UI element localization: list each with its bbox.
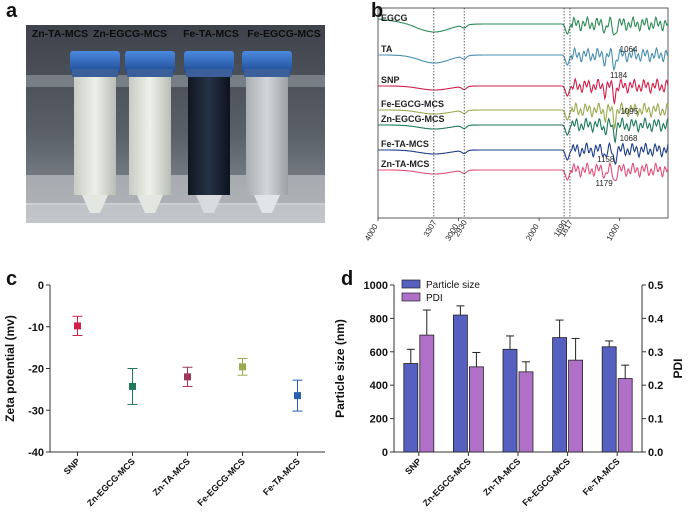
zeta-y-tick-label: -40 [28, 447, 44, 459]
ftir-trace-label: EGCG [381, 13, 408, 23]
ftir-trace-label: Fe-EGCG-MCS [381, 99, 444, 109]
ftir-trace-label: SNP [381, 75, 400, 85]
tube-label-zn-ta: Zn-TA-MCS [32, 28, 88, 40]
tube-label-fe-egcg: Fe-EGCG-MCS [247, 28, 321, 40]
bar-x-tick-label: SNP [403, 456, 423, 476]
bar-y-tick-label: 800 [370, 313, 388, 325]
legend-label: PDI [426, 293, 443, 304]
zeta-x-tick-label: Zn-TA-MCS [151, 456, 192, 497]
bar-particle-size [453, 314, 468, 453]
bar-y2-tick-label: 0.5 [648, 280, 663, 292]
ftir-trace-ta [378, 46, 669, 72]
legend-swatch [401, 292, 421, 302]
bar-x-tick-label: Zn-TA-MCS [481, 456, 522, 497]
bar-particle-size [601, 346, 617, 453]
zeta-point [129, 382, 136, 390]
zeta-x-tick-label: Fe-EGCG-MCS [195, 456, 247, 508]
panel-letter-a: a [6, 0, 18, 22]
tube-zn-ta [70, 51, 120, 213]
ftir-chart: EGCG TA SNP Fe-EGCG-MCS Zn-EGCG-MCS Fe-TA-MCS… [340, 0, 697, 258]
bar-y-tick-label: 200 [370, 414, 388, 426]
bar-particle-size [403, 363, 419, 453]
zeta-x-tick-label: Fe-TA-MCS [261, 456, 302, 497]
ftir-trace-fe-ta-mcs [378, 141, 669, 166]
particle-size-chart: 0 200 400 600 800 1000 0.0 0.1 0.2 0.3 0.4 0.5 Parti… [330, 265, 697, 515]
ftir-peak-label: 1184 [610, 71, 628, 80]
ftir-trace-label: Fe-TA-MCS [381, 139, 429, 149]
bar-y-tick-label: 0 [382, 447, 388, 459]
zeta-y-tick-label: 0 [38, 280, 44, 292]
panel-letter-b: b [371, 0, 384, 22]
ftir-x-tick-label: 1000 [605, 222, 622, 242]
bar-y2-tick-label: 0.2 [648, 380, 663, 392]
bar-pdi [518, 371, 534, 453]
bar-x-tick-label: Fe-TA-MCS [581, 456, 622, 497]
bar-y-label: Particle size (nm) [333, 319, 347, 418]
bar-y-tick-label: 1000 [364, 280, 388, 292]
ftir-peak-label: 1068 [620, 134, 638, 143]
tube-zn-egcg [125, 51, 175, 213]
zeta-y-label: Zeta potential (mv) [3, 315, 17, 422]
legend-label: Particle size [426, 280, 480, 291]
ftir-ref-label: 3307 [422, 218, 439, 238]
tube-label-zn-egcg: Zn-EGCG-MCS [93, 28, 167, 40]
bar-y2-tick-label: 0.4 [648, 313, 664, 325]
zeta-x-tick-label: SNP [62, 456, 82, 476]
ftir-trace-snp [378, 77, 669, 106]
zeta-point [294, 392, 301, 400]
bar-particle-size [502, 348, 518, 453]
bar-particle-size [552, 337, 568, 453]
tube-label-fe-ta: Fe-TA-MCS [183, 28, 239, 40]
ftir-trace-fe-egcg-mcs [378, 101, 669, 131]
bar-pdi [617, 378, 633, 453]
panel-letter-c: c [6, 268, 18, 290]
zeta-y-tick-label: -20 [28, 364, 44, 376]
zeta-point [74, 322, 81, 330]
bar-pdi [568, 359, 584, 453]
ftir-peak-label: 1179 [596, 179, 614, 188]
ftir-frame [377, 7, 669, 219]
bar-x-tick-label: Fe-EGCG-MCS [520, 456, 572, 508]
ftir-trace-egcg [377, 15, 669, 36]
tube-photo: Zn-TA-MCS Zn-EGCG-MCS Fe-TA-MCS Fe-EGCG-… [26, 25, 325, 223]
legend-swatch [401, 279, 421, 289]
ftir-trace-label: TA [381, 44, 393, 54]
bar-y-tick-label: 600 [370, 347, 388, 359]
bar-y2-label: PDI [671, 358, 685, 378]
tube-fe-ta [184, 51, 234, 213]
bar-y2-tick-label: 0.3 [648, 347, 663, 359]
ftir-x-tick-label: 2000 [524, 222, 541, 242]
zeta-x-tick-label: Zn-EGCG-MCS [85, 456, 137, 508]
ftir-peak-label: 1064 [620, 45, 638, 54]
bar-pdi [419, 334, 435, 453]
bar-y-tick-label: 400 [370, 380, 388, 392]
ftir-trace-label: Zn-EGCG-MCS [381, 114, 445, 124]
zeta-y-tick-label: -30 [28, 405, 44, 417]
bar-y2-tick-label: 0.0 [648, 447, 663, 459]
ftir-trace-zn-egcg-mcs [378, 116, 669, 144]
ftir-peak-label: 1158 [597, 155, 615, 164]
ftir-peak-label: 1095 [620, 107, 638, 116]
ftir-x-tick-label: 4000 [363, 222, 380, 242]
ftir-trace-zn-ta-mcs [378, 161, 669, 181]
panel-letter-d: d [341, 268, 354, 290]
tube-fe-egcg [242, 51, 292, 213]
bar-y2-tick-label: 0.1 [648, 414, 663, 426]
zeta-point [184, 373, 191, 381]
bar-x-tick-label: Zn-EGCG-MCS [421, 456, 473, 508]
zeta-y-tick-label: -10 [28, 322, 44, 334]
bar-pdi [468, 366, 484, 453]
zeta-point [239, 363, 246, 371]
zeta-chart: 0 -10 -20 -30 -40 Zeta potential (mv) SNP Zn-EG… [0, 265, 340, 515]
ftir-trace-label: Zn-TA-MCS [381, 159, 429, 169]
